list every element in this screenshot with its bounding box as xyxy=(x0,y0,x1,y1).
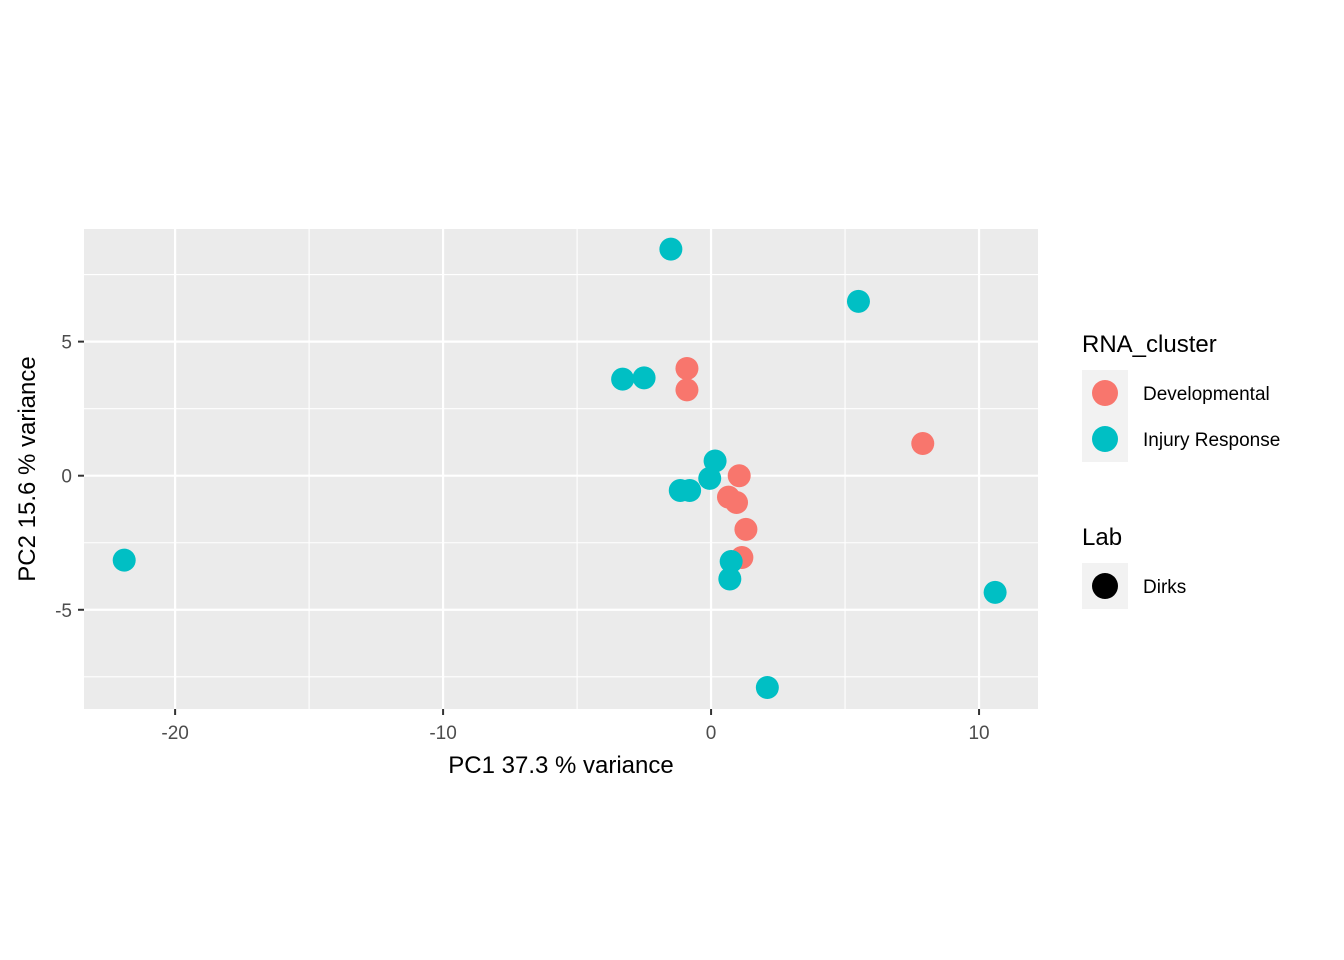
x-tick-label: -10 xyxy=(429,723,456,744)
y-tick-label: 0 xyxy=(61,467,72,488)
y-tick-label: -5 xyxy=(55,601,72,622)
plot-panel xyxy=(84,229,1038,709)
data-point-injury-response xyxy=(718,567,742,591)
y-axis: -5 0 5 xyxy=(55,333,84,622)
x-axis-title: PC1 37.3 % variance xyxy=(448,752,673,779)
data-point-injury-response xyxy=(703,449,727,473)
legend-label-dirks: Dirks xyxy=(1143,577,1186,598)
y-tick-label: 5 xyxy=(61,333,72,354)
legend-title-rna-cluster: RNA_cluster xyxy=(1082,331,1217,358)
data-point-injury-response xyxy=(678,478,702,502)
data-point-injury-response xyxy=(846,289,870,313)
x-tick-label: 10 xyxy=(968,723,989,744)
data-point-developmental xyxy=(675,356,699,380)
data-point-injury-response xyxy=(983,580,1007,604)
legend: RNA_cluster Developmental Injury Respons… xyxy=(1082,331,1280,609)
legend-key-injury-response xyxy=(1092,426,1118,452)
y-axis-title: PC2 15.6 % variance xyxy=(14,356,41,581)
legend-label-developmental: Developmental xyxy=(1143,384,1270,405)
data-points xyxy=(112,237,1007,700)
legend-lab: Lab Dirks xyxy=(1082,524,1186,609)
major-grid xyxy=(84,229,1038,709)
data-point-injury-response xyxy=(632,366,656,390)
legend-key-dirks xyxy=(1092,573,1118,599)
legend-rna-cluster: RNA_cluster Developmental Injury Respons… xyxy=(1082,331,1280,462)
x-tick-label: -20 xyxy=(161,723,188,744)
data-point-injury-response xyxy=(112,548,136,572)
legend-title-lab: Lab xyxy=(1082,524,1122,551)
x-tick-label: 0 xyxy=(706,723,717,744)
data-point-developmental xyxy=(727,464,751,488)
legend-label-injury-response: Injury Response xyxy=(1143,430,1280,451)
data-point-developmental xyxy=(734,517,758,541)
legend-key-developmental xyxy=(1092,380,1118,406)
x-axis: -20 -10 0 10 xyxy=(161,709,990,744)
data-point-developmental xyxy=(725,491,749,515)
data-point-developmental xyxy=(675,378,699,402)
data-point-injury-response xyxy=(698,466,722,490)
data-point-injury-response xyxy=(659,237,683,261)
minor-grid xyxy=(84,229,1038,709)
data-point-developmental xyxy=(911,432,935,456)
data-point-injury-response xyxy=(719,550,743,574)
data-point-injury-response xyxy=(611,367,635,391)
data-point-injury-response xyxy=(755,676,779,700)
